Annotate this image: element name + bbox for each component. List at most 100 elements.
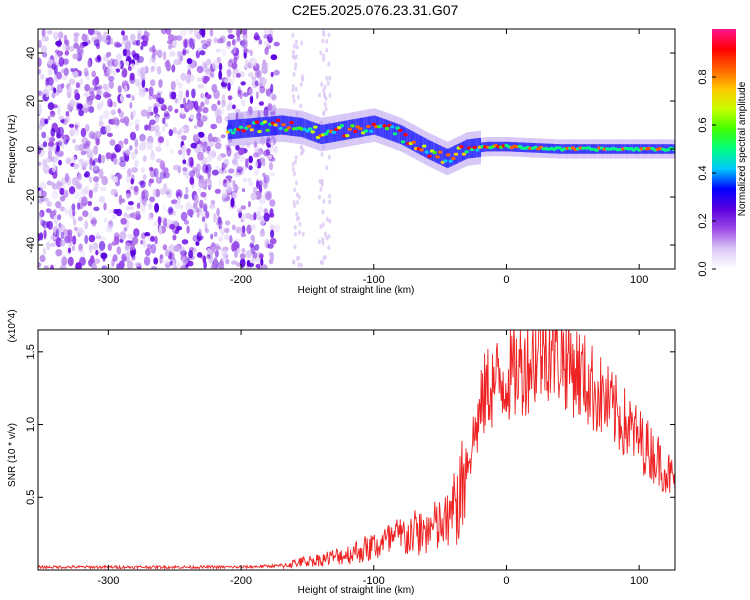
heatmap-noise-cell — [213, 213, 217, 223]
snr-y-scale-label: (x10^4) — [7, 309, 18, 342]
heatmap-noise-cell — [154, 115, 160, 124]
heatmap-noise-cell — [223, 78, 229, 84]
heatmap-ridge-peak — [284, 128, 289, 132]
heatmap-noise-cell — [117, 140, 124, 150]
heatmap-noise-cell — [68, 86, 73, 94]
heatmap-noise-cell — [128, 206, 134, 210]
heatmap-noise-cell — [80, 127, 87, 138]
heatmap-ridge-peak — [424, 150, 429, 154]
heatmap-noise-cell — [40, 45, 48, 54]
heatmap-noise-cell — [215, 115, 223, 124]
heatmap-noise-cell — [322, 92, 326, 98]
heatmap-noise-cell — [160, 29, 168, 35]
heatmap-noise-cell — [174, 165, 182, 172]
heatmap-noise-cell — [103, 202, 107, 211]
heatmap-noise-cell — [224, 220, 231, 226]
heatmap-noise-cell — [69, 99, 76, 107]
heatmap-ridge-band — [439, 145, 442, 165]
heatmap-noise-cell — [81, 33, 88, 42]
heatmap-noise-cell — [126, 205, 130, 211]
heatmap-noise-cell — [120, 94, 123, 103]
heatmap-noise-cell — [174, 108, 179, 114]
heatmap-noise-cell — [292, 98, 296, 104]
heatmap-noise-cell — [240, 232, 246, 238]
heatmap-noise-cell — [77, 172, 82, 181]
heatmap-ridge-band — [315, 123, 317, 143]
heatmap-noise-cell — [293, 224, 297, 230]
heatmap-ridge-band — [466, 139, 469, 159]
spectrogram-y-tick-label: -40 — [25, 237, 37, 253]
heatmap-noise-cell — [161, 163, 165, 172]
heatmap-noise-cell — [93, 258, 101, 265]
heatmap-noise-cell — [98, 240, 106, 251]
heatmap-noise-cell — [67, 104, 71, 109]
heatmap-noise-cell — [50, 264, 54, 269]
heatmap-noise-cell — [56, 180, 61, 191]
heatmap-noise-cell — [142, 155, 147, 163]
heatmap-noise-cell — [43, 265, 49, 269]
heatmap-noise-cell — [146, 111, 150, 119]
heatmap-ridge-band — [353, 119, 356, 139]
heatmap-noise-cell — [211, 59, 219, 70]
heatmap-noise-cell — [92, 242, 99, 251]
heatmap-noise-cell — [190, 142, 198, 149]
heatmap-noise-cell — [100, 154, 106, 164]
heatmap-ridge-band — [363, 117, 365, 137]
heatmap-noise-cell — [47, 59, 54, 66]
heatmap-noise-cell — [140, 239, 144, 245]
heatmap-ridge-band — [296, 117, 298, 137]
heatmap-noise-cell — [88, 149, 94, 157]
heatmap-noise-cell — [217, 216, 222, 226]
heatmap-noise-cell — [183, 220, 190, 225]
heatmap-noise-cell — [75, 262, 82, 269]
heatmap-ridge-band — [286, 116, 289, 136]
heatmap-noise-cell — [110, 109, 117, 116]
heatmap-ridge-peak — [249, 128, 254, 132]
heatmap-ridge-peak — [392, 132, 398, 136]
heatmap-noise-cell — [148, 86, 154, 97]
heatmap-noise-cell — [265, 192, 272, 201]
heatmap-ridge-peak — [445, 153, 451, 157]
spectrogram-y-tick-label: -20 — [25, 189, 37, 205]
heatmap-ridge-band — [447, 148, 450, 168]
heatmap-noise-cell — [56, 228, 60, 238]
heatmap-noise-cell — [196, 111, 202, 121]
heatmap-ridge-band — [328, 123, 330, 143]
heatmap-noise-cell — [216, 155, 222, 162]
heatmap-noise-cell — [78, 158, 82, 168]
heatmap-noise-cell — [297, 262, 301, 268]
heatmap-noise-cell — [163, 113, 171, 120]
heatmap-noise-cell — [87, 58, 91, 68]
heatmap-noise-cell — [155, 176, 160, 183]
heatmap-noise-cell — [213, 256, 218, 265]
colorbar: 0.0 0.2 0.4 0.6 0.8 Normalized spectral ampl… — [697, 29, 748, 277]
heatmap-noise-cell — [322, 88, 326, 94]
heatmap-ridge-band — [258, 117, 260, 137]
heatmap-noise-cell — [176, 133, 182, 139]
heatmap-noise-cell — [319, 224, 323, 230]
heatmap-noise-cell — [225, 258, 230, 265]
snr-y-tick-label: 0.5 — [25, 490, 37, 505]
heatmap-noise-cell — [98, 120, 104, 127]
heatmap-noise-cell — [119, 231, 127, 241]
heatmap-ridge-band — [428, 140, 430, 160]
heatmap-noise-cell — [130, 151, 137, 160]
heatmap-noise-cell — [191, 88, 196, 99]
heatmap-noise-cell — [268, 146, 275, 153]
heatmap-ridge-band — [344, 120, 346, 140]
heatmap-noise-cell — [199, 199, 204, 209]
heatmap-ridge-band — [285, 115, 287, 136]
heatmap-noise-cell — [123, 138, 129, 145]
heatmap-noise-cell — [124, 40, 132, 50]
heatmap-noise-cell — [112, 101, 117, 108]
heatmap-ridge-peak — [437, 150, 443, 154]
heatmap-noise-cell — [236, 36, 241, 41]
heatmap-noise-cell — [200, 114, 208, 122]
heatmap-ridge-band — [278, 115, 281, 135]
heatmap-noise-cell — [45, 208, 52, 214]
heatmap-noise-cell — [227, 95, 233, 101]
heatmap-noise-cell — [47, 67, 53, 76]
heatmap-noise-cell — [291, 49, 295, 55]
heatmap-noise-cell — [194, 199, 199, 206]
heatmap-noise-cell — [184, 127, 190, 132]
